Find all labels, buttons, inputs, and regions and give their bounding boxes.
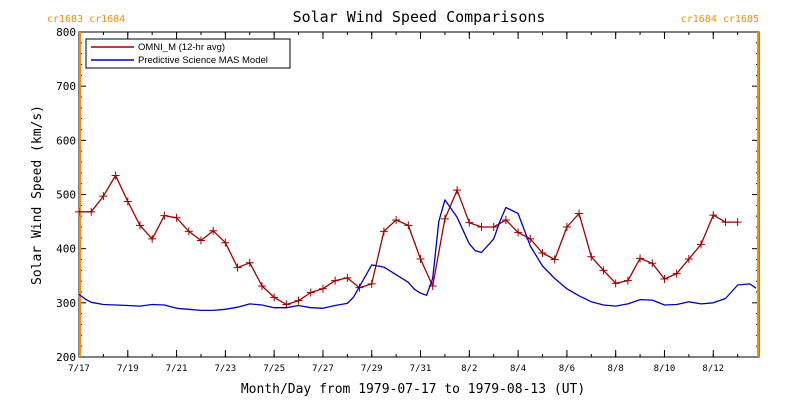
data-point (611, 279, 620, 288)
data-point (318, 284, 327, 293)
data-point (599, 266, 608, 275)
data-point (221, 238, 230, 247)
y-tick-label: 500 (56, 189, 76, 202)
data-point (538, 249, 547, 257)
data-point (575, 209, 584, 218)
data-point (331, 276, 340, 285)
data-point (123, 197, 132, 206)
data-point (465, 218, 474, 227)
data-point (721, 218, 730, 227)
data-point (367, 279, 376, 288)
cr-annotation-left: cr1683 cr1684 (47, 14, 125, 25)
y-tick-label: 300 (56, 297, 76, 310)
series-line-0 (79, 174, 738, 306)
data-point (477, 223, 486, 231)
y-axis: 200 300 400 500 600 700 800 (56, 26, 759, 364)
data-point (257, 282, 266, 291)
data-point (697, 240, 706, 249)
data-point (501, 215, 510, 224)
data-point (306, 288, 315, 297)
legend: OMNI_M (12-hr avg) Predictive Science MA… (85, 38, 291, 69)
x-tick-label: 7/23 (215, 364, 237, 374)
legend-label-omni: OMNI_M (12-hr avg) (138, 42, 225, 53)
data-point (148, 234, 157, 243)
data-point (184, 227, 193, 236)
x-tick-label: 7/29 (361, 364, 383, 374)
data-point (270, 293, 279, 302)
legend-label-mas: Predictive Science MAS Model (138, 55, 268, 66)
x-tick-label: 8/6 (559, 364, 575, 374)
y-tick-label: 700 (56, 80, 76, 93)
data-point (709, 211, 718, 220)
y-tick-label: 600 (56, 134, 76, 147)
data-point (733, 218, 742, 227)
data-point (160, 211, 169, 220)
data-point (550, 255, 559, 264)
data-point (343, 273, 352, 282)
data-point (623, 276, 632, 285)
x-tick-label: 8/4 (510, 364, 526, 374)
y-axis-label: Solar Wind Speed (km/s) (30, 105, 45, 285)
data-point (135, 221, 144, 230)
y-tick-label: 800 (56, 26, 76, 39)
x-axis-label: Month/Day from 1979-07-17 to 1979-08-13 … (241, 382, 585, 397)
series-group (75, 171, 757, 312)
y-tick-label: 400 (56, 243, 76, 256)
data-point (196, 236, 205, 245)
x-tick-label: 8/2 (461, 364, 477, 374)
x-axis: 7/17 7/19 7/21 7/23 7/25 7/27 7/29 7/31 8/2 8/4 8/… (68, 32, 739, 374)
x-tick-label: 7/17 (68, 364, 90, 374)
x-tick-label: 8/12 (702, 364, 724, 374)
data-point (75, 207, 83, 216)
x-tick-label: 7/25 (263, 364, 285, 374)
data-point (453, 186, 462, 195)
x-tick-label: 8/10 (654, 364, 676, 374)
data-point (514, 228, 523, 237)
data-point (648, 259, 657, 268)
data-point (87, 207, 96, 216)
series-line-1 (78, 199, 757, 312)
carrington-boundary-lines (79, 32, 759, 357)
data-point (379, 227, 388, 236)
data-point (562, 223, 571, 231)
data-point (233, 263, 242, 272)
x-tick-label: 7/31 (410, 364, 432, 374)
data-point (392, 215, 401, 224)
x-tick-label: 7/19 (117, 364, 139, 374)
chart-title: Solar Wind Speed Comparisons (293, 8, 546, 26)
data-point (672, 269, 681, 278)
data-point (111, 171, 120, 180)
data-point (245, 258, 254, 267)
data-point (587, 252, 596, 261)
data-point (209, 226, 218, 235)
data-point (440, 214, 449, 223)
data-point (684, 254, 693, 263)
x-tick-label: 7/21 (166, 364, 188, 374)
data-point (416, 254, 425, 263)
legend-box (85, 38, 291, 69)
data-point (636, 254, 645, 263)
data-point (489, 223, 498, 231)
x-tick-label: 8/8 (608, 364, 624, 374)
y-tick-label: 200 (56, 351, 76, 364)
data-point (404, 221, 413, 230)
x-tick-label: 7/27 (312, 364, 334, 374)
data-point (660, 275, 669, 283)
data-point (294, 296, 303, 305)
data-point (99, 192, 108, 201)
cr-annotation-right: cr1684 cr1685 (681, 14, 759, 25)
data-point (172, 213, 181, 222)
